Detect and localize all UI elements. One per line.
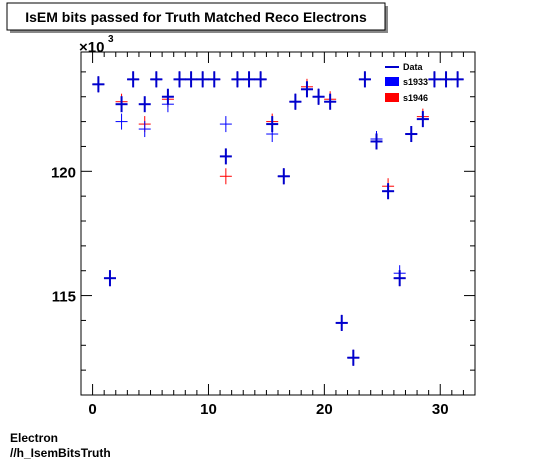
x-tick-label-20: 20 bbox=[316, 401, 333, 418]
point-s1933-11 bbox=[219, 116, 232, 133]
point-data-23 bbox=[358, 71, 371, 88]
point-data-10 bbox=[208, 71, 221, 88]
point-data-20 bbox=[324, 93, 337, 110]
point-data-25 bbox=[382, 183, 395, 200]
chart-title: IsEM bits passed for Truth Matched Reco … bbox=[25, 9, 367, 25]
point-data-14 bbox=[254, 71, 267, 88]
point-data-4 bbox=[138, 96, 151, 113]
point-data-21 bbox=[335, 314, 348, 331]
point-data-0 bbox=[92, 76, 105, 93]
point-s1946-11 bbox=[219, 168, 232, 185]
point-data-28 bbox=[416, 111, 429, 128]
footer-label-electron: Electron bbox=[10, 431, 58, 445]
point-data-18 bbox=[300, 81, 313, 98]
point-data-12 bbox=[231, 71, 244, 88]
point-data-19 bbox=[312, 88, 325, 105]
legend-label-s1946: s1946 bbox=[403, 93, 428, 103]
point-data-9 bbox=[196, 71, 209, 88]
y-tick-label-115: 115 bbox=[52, 289, 76, 306]
point-data-16 bbox=[277, 168, 290, 185]
point-data-31 bbox=[451, 71, 464, 88]
footer-label-histogram: //h_IsemBitsTruth bbox=[10, 446, 111, 460]
x-tick-label-30: 30 bbox=[432, 401, 449, 418]
y-tick-label-120: 120 bbox=[51, 164, 76, 181]
x-tick-label-10: 10 bbox=[200, 401, 217, 418]
y-tick-labels: 115 120 bbox=[51, 164, 76, 305]
point-data-26 bbox=[393, 270, 406, 287]
point-data-17 bbox=[289, 93, 302, 110]
legend: Data s1933 s1946 bbox=[385, 62, 428, 103]
point-data-27 bbox=[405, 126, 418, 143]
title-frame bbox=[6, 2, 386, 31]
legend-label-data: Data bbox=[403, 62, 424, 72]
point-s1933-2 bbox=[115, 113, 128, 130]
point-data-30 bbox=[440, 71, 453, 88]
point-data-15 bbox=[266, 116, 279, 133]
x-tick-label-0: 0 bbox=[88, 401, 96, 418]
point-data-8 bbox=[185, 71, 198, 88]
point-data-7 bbox=[173, 71, 186, 88]
point-data-2 bbox=[115, 96, 128, 113]
data-markers bbox=[92, 71, 464, 366]
legend-swatch-s1933 bbox=[385, 77, 399, 86]
point-data-13 bbox=[243, 71, 256, 88]
x-tick-labels: 0 10 20 30 bbox=[88, 401, 448, 418]
point-data-29 bbox=[428, 71, 441, 88]
point-data-24 bbox=[370, 133, 383, 150]
point-data-22 bbox=[347, 349, 360, 366]
point-data-6 bbox=[161, 88, 174, 105]
point-data-5 bbox=[150, 71, 163, 88]
y-exponent-base: ×10 bbox=[79, 39, 104, 56]
point-data-3 bbox=[127, 71, 140, 88]
legend-swatch-s1946 bbox=[385, 93, 399, 102]
point-data-1 bbox=[103, 270, 116, 287]
title-box: IsEM bits passed for Truth Matched Reco … bbox=[6, 2, 388, 33]
axis-ticks bbox=[80, 52, 476, 395]
y-exponent-power: 3 bbox=[108, 34, 114, 45]
point-data-11 bbox=[219, 148, 232, 165]
legend-label-s1933: s1933 bbox=[403, 77, 428, 87]
point-s1933-4 bbox=[138, 121, 151, 138]
y-exponent: ×10 3 bbox=[79, 34, 114, 56]
